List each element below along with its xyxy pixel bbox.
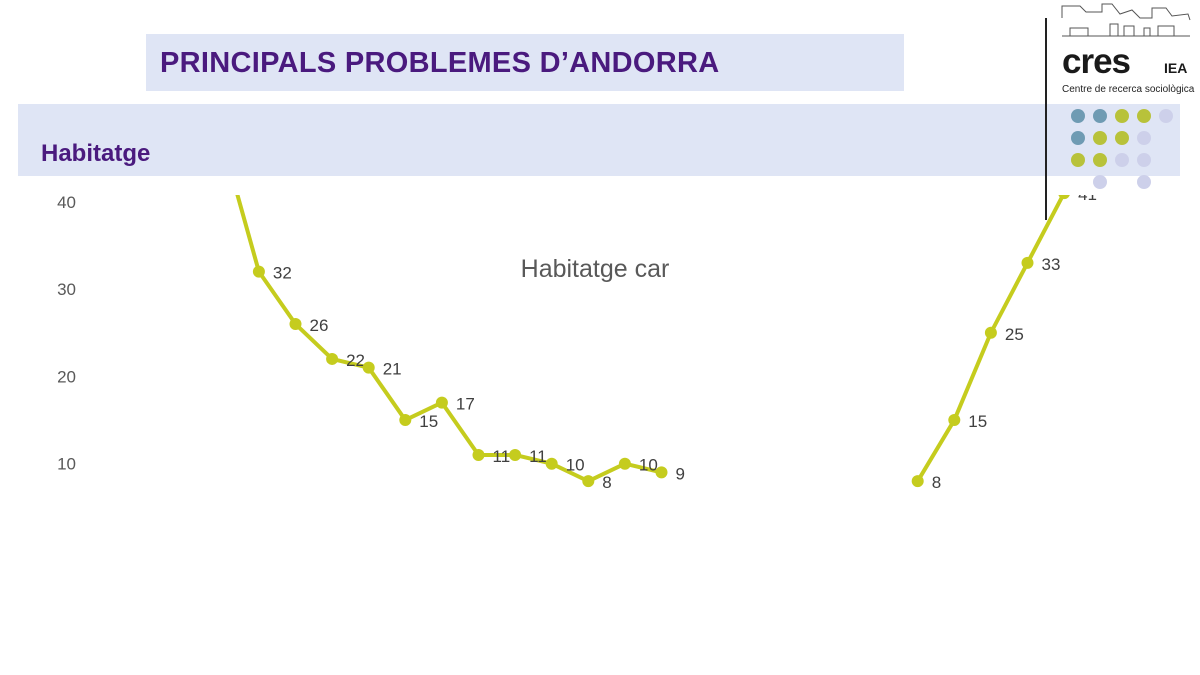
subtitle-band: Habitatge — [18, 104, 1180, 176]
y-tick-label: 30 — [57, 280, 76, 299]
data-label: 32 — [273, 264, 292, 283]
data-point — [1021, 256, 1034, 269]
data-point — [435, 396, 448, 409]
data-label: 26 — [310, 316, 329, 335]
y-axis: 102030405060 — [57, 195, 76, 474]
data-point — [509, 448, 522, 461]
y-tick-label: 20 — [57, 367, 76, 386]
data-label: 22 — [346, 351, 365, 370]
line-chart: Habitatge car 102030405060 5142444732262… — [57, 195, 1097, 492]
data-point — [1058, 195, 1070, 200]
data-label: 9 — [676, 464, 685, 483]
data-label: 15 — [419, 412, 438, 431]
logo-graphic — [1061, 3, 1191, 37]
plot-area: 514244473226222115171111108109815253341 — [163, 195, 1097, 492]
data-label: 21 — [383, 360, 402, 379]
y-tick-label: 10 — [57, 455, 76, 474]
data-point — [948, 414, 961, 427]
logo-iea: IEA — [1164, 60, 1188, 76]
chart-title: Habitatge car — [521, 255, 670, 283]
data-point — [655, 466, 668, 479]
skyline-icon — [1061, 3, 1191, 37]
data-point — [545, 457, 558, 470]
data-point — [399, 414, 412, 427]
logo-wordmark: cres — [1062, 42, 1131, 81]
data-label: 33 — [1042, 255, 1061, 274]
data-point — [472, 448, 485, 461]
logo-tagline: Centre de recerca sociològica — [1062, 84, 1195, 95]
dot-grid-icon — [1071, 109, 1173, 189]
data-point — [289, 318, 302, 331]
title-box: PRINCIPALS PROBLEMES D’ANDORRA — [146, 34, 904, 91]
data-label: 10 — [639, 456, 658, 475]
data-label: 11 — [493, 447, 511, 466]
data-label: 11 — [529, 447, 547, 466]
series-line — [235, 195, 662, 484]
data-point — [252, 265, 265, 278]
data-point — [326, 352, 339, 365]
data-label: 8 — [602, 473, 611, 492]
data-point — [582, 475, 595, 488]
logo-divider — [1045, 18, 1047, 220]
section-title: Habitatge — [41, 140, 151, 167]
data-label: 25 — [1005, 325, 1024, 344]
data-point — [984, 326, 997, 339]
data-point — [618, 457, 631, 470]
data-point — [362, 361, 375, 374]
page-title: PRINCIPALS PROBLEMES D’ANDORRA — [160, 47, 720, 79]
data-label: 8 — [932, 473, 941, 492]
data-label: 41 — [1078, 195, 1097, 204]
data-label: 17 — [456, 395, 475, 414]
y-tick-label: 40 — [57, 195, 76, 212]
data-label: 10 — [566, 456, 585, 475]
data-label: 15 — [968, 412, 987, 431]
data-point — [911, 475, 924, 488]
